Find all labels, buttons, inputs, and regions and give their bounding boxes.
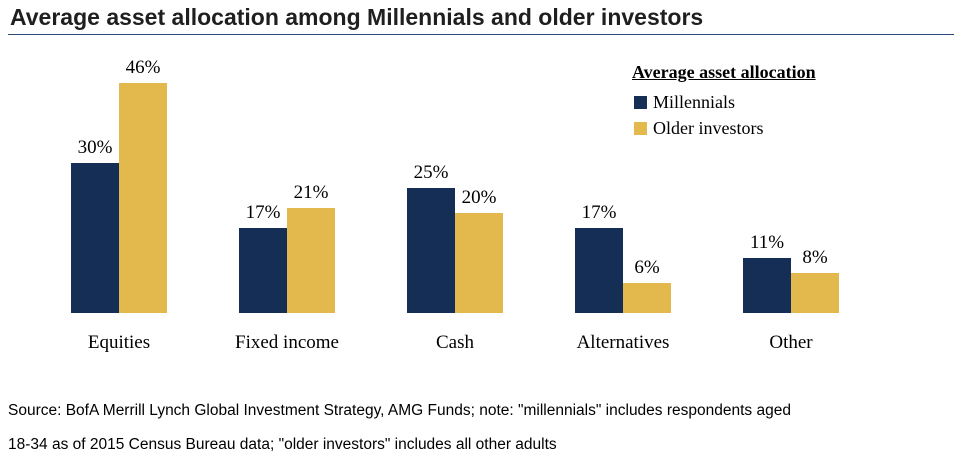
bar-millennials-equities (71, 163, 119, 313)
data-label-millennials-alternatives: 17% (582, 202, 617, 223)
data-label-older-investors-equities: 46% (126, 57, 161, 78)
bar-older-investors-cash (455, 213, 503, 313)
source-note: Source: BofA Merrill Lynch Global Invest… (8, 394, 952, 462)
data-label-millennials-cash: 25% (414, 162, 449, 183)
source-line-1: Source: BofA Merrill Lynch Global Invest… (8, 402, 791, 419)
legend-swatch-older-investors (634, 121, 647, 135)
data-label-older-investors-alternatives: 6% (634, 257, 660, 278)
category-label-fixed-income: Fixed income (235, 332, 339, 353)
source-line-2: 18-34 as of 2015 Census Bureau data; "ol… (8, 436, 557, 453)
category-label-alternatives: Alternatives (577, 332, 670, 353)
data-label-older-investors-fixed-income: 21% (294, 182, 329, 203)
bar-millennials-other (743, 258, 791, 313)
data-label-older-investors-cash: 20% (462, 187, 497, 208)
legend-item-older-investors: Older investors (632, 115, 816, 141)
data-label-millennials-other: 11% (750, 232, 784, 253)
legend-swatch-millennials (634, 95, 647, 109)
category-label-equities: Equities (88, 332, 150, 353)
legend-title: Average asset allocation (632, 62, 816, 82)
data-label-millennials-equities: 30% (78, 137, 113, 158)
bar-older-investors-equities (119, 83, 167, 313)
legend: Average asset allocation Millennials Old… (632, 62, 816, 141)
bar-millennials-alternatives (575, 228, 623, 313)
bar-older-investors-other (791, 273, 839, 313)
bar-millennials-cash (407, 188, 455, 313)
data-label-older-investors-other: 8% (802, 247, 828, 268)
title-rule (8, 34, 954, 35)
data-label-millennials-fixed-income: 17% (246, 202, 281, 223)
category-label-other: Other (769, 332, 813, 353)
chart-title: Average asset allocation among Millennia… (10, 4, 704, 30)
legend-label-millennials: Millennials (653, 91, 735, 112)
legend-label-older-investors: Older investors (653, 117, 764, 138)
bar-millennials-fixed-income (239, 228, 287, 313)
bar-older-investors-fixed-income (287, 208, 335, 313)
legend-item-millennials: Millennials (632, 89, 816, 115)
bar-chart: 30% 46% Equities 17% 21% Fixed income 25% 20% Ca… (71, 57, 839, 353)
category-label-cash: Cash (436, 332, 475, 353)
bar-older-investors-alternatives (623, 283, 671, 313)
